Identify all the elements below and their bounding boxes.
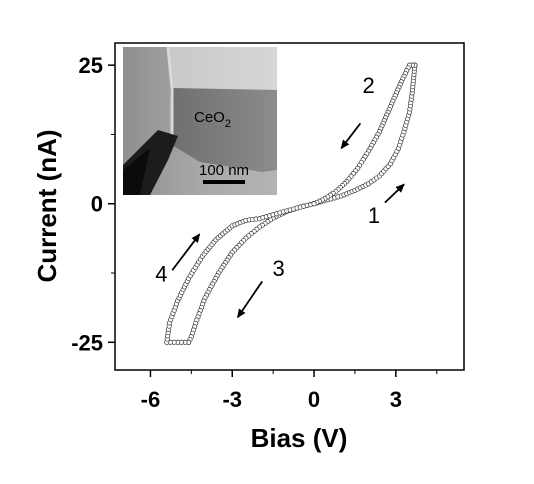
x-tick-label: 3: [390, 387, 402, 412]
annotation-layer: 1 2 3 4: [155, 73, 405, 319]
plot-frame: [114, 42, 465, 371]
x-axis-ticks: -6 -3 0 3: [141, 370, 438, 412]
annotation-2: 2: [340, 73, 375, 150]
x-tick-label: -6: [141, 387, 161, 412]
y-tick-label: 0: [91, 192, 103, 217]
inset-scale-label: 100 nm: [199, 162, 249, 179]
x-tick-label: 0: [308, 387, 320, 412]
annotation-4: 4: [155, 233, 201, 286]
annotation-arrow: [384, 183, 405, 204]
inset-film-edge: [166, 46, 174, 145]
tem-inset: CeO2 100 nm: [123, 46, 277, 195]
annotation-label: 3: [272, 256, 284, 281]
inset-film-layer: [170, 88, 277, 172]
annotation-arrow: [340, 122, 362, 150]
annotation-3: 3: [236, 256, 285, 319]
data-series-layer: [164, 62, 418, 345]
inset-scale-bar: [203, 180, 245, 184]
inset-material-label: CeO2: [194, 109, 231, 130]
y-axis-title: Current (nA): [32, 129, 62, 282]
inset-top-layer: [168, 47, 277, 90]
y-tick-label: 25: [79, 53, 103, 78]
annotation-arrow: [236, 280, 263, 319]
y-tick-label: -25: [71, 330, 103, 355]
annotation-1: 1: [368, 183, 405, 228]
y-axis-ticks: -25 0 25: [71, 53, 115, 355]
series-line: [188, 203, 315, 343]
series-3: [186, 201, 317, 345]
annotation-label: 1: [368, 203, 380, 228]
series-1: [311, 62, 418, 207]
data-point: [311, 201, 317, 207]
x-axis-title: Bias (V): [251, 423, 348, 453]
annotation-label: 2: [362, 73, 374, 98]
inset-probe-shadow: [123, 148, 150, 195]
series-4: [164, 201, 317, 345]
annotation-arrow: [171, 233, 201, 271]
annotation-label: 4: [155, 261, 167, 286]
x-tick-label: -3: [222, 387, 242, 412]
